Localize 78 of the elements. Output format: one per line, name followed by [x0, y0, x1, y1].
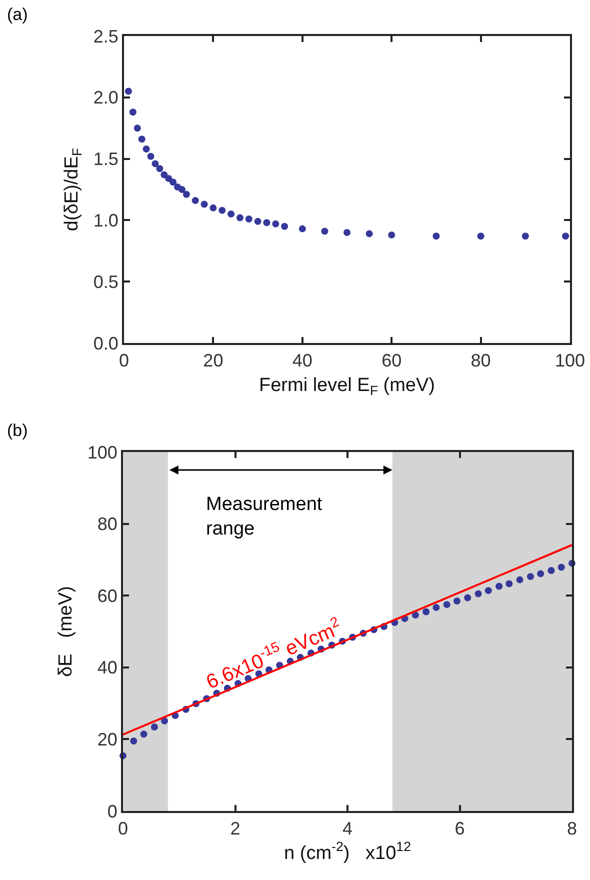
x-axis-title: n (cm$^{-2}$) x10$^{12}$: [284, 838, 411, 864]
annotation: Measurement range: [206, 494, 323, 540]
point: [321, 228, 328, 235]
point: [129, 108, 136, 116]
point: [165, 174, 172, 182]
point: [453, 597, 460, 604]
point: [140, 730, 148, 738]
x-tick-label: 2: [230, 818, 240, 839]
x-tick-label: 80: [470, 350, 491, 371]
point: [170, 178, 177, 186]
point: [432, 604, 440, 611]
point: [130, 738, 138, 744]
point: [192, 197, 199, 204]
point: [228, 210, 235, 218]
point: [496, 582, 503, 590]
x-tick-label: 8: [566, 818, 578, 839]
point: [254, 218, 262, 225]
point: [526, 573, 534, 580]
point: [161, 717, 168, 724]
point: [281, 222, 288, 230]
point: [298, 225, 306, 232]
y-tick-label: 0.5: [93, 272, 118, 292]
point: [422, 608, 430, 616]
point: [182, 190, 190, 198]
point: [263, 219, 270, 226]
point: [412, 611, 419, 618]
point: [516, 576, 524, 584]
point: [366, 230, 373, 238]
point: [443, 601, 450, 608]
point: [134, 124, 141, 132]
point: [272, 220, 280, 228]
y-tick-label: 20: [97, 730, 118, 750]
y-tick-label: 100: [87, 442, 118, 462]
x-tick-label: 20: [203, 350, 224, 371]
point: [200, 200, 208, 208]
point: [388, 231, 396, 238]
x-tick-label: 40: [292, 350, 312, 371]
point: [147, 152, 154, 160]
y-tick-label: 1.0: [93, 210, 118, 230]
point: [152, 160, 159, 168]
text: (b): [7, 421, 28, 440]
point: [506, 580, 513, 588]
point: [178, 186, 186, 193]
x-axis-title: Fermi level E$_{F}$ (meV): [259, 374, 435, 398]
y-tick-label: 80: [97, 514, 118, 534]
point: [477, 232, 484, 240]
point: [236, 214, 244, 222]
x-tick-label: 6: [454, 818, 465, 839]
point: [245, 215, 252, 222]
point: [138, 136, 146, 143]
point: [537, 570, 544, 578]
point: [464, 594, 472, 602]
y-tick-label: 0: [107, 801, 118, 822]
point: [522, 232, 529, 240]
x-tick-label: 4: [342, 818, 353, 839]
y-tick-label: 2.5: [93, 26, 118, 46]
point: [432, 232, 440, 240]
point: [484, 587, 492, 594]
point: [558, 564, 565, 571]
point: [150, 723, 158, 730]
point: [142, 145, 150, 152]
x-tick-label: 100: [554, 350, 586, 371]
point: [124, 88, 132, 95]
point: [344, 228, 350, 236]
y-axis-title: δE (meV): [56, 586, 77, 677]
point: [474, 590, 482, 598]
text: (a): [7, 5, 28, 24]
y-tick-label: 0.0: [93, 333, 118, 354]
point: [156, 165, 164, 172]
point: [548, 566, 555, 574]
y-tick-label: 1.5: [93, 149, 118, 170]
point: [218, 206, 226, 214]
point: [210, 204, 217, 212]
y-tick-label: 40: [97, 658, 118, 678]
y-tick-label: 2.0: [93, 88, 118, 108]
x-tick-label: 60: [382, 350, 402, 371]
point: [562, 232, 570, 240]
y-tick-label: 60: [97, 586, 118, 606]
